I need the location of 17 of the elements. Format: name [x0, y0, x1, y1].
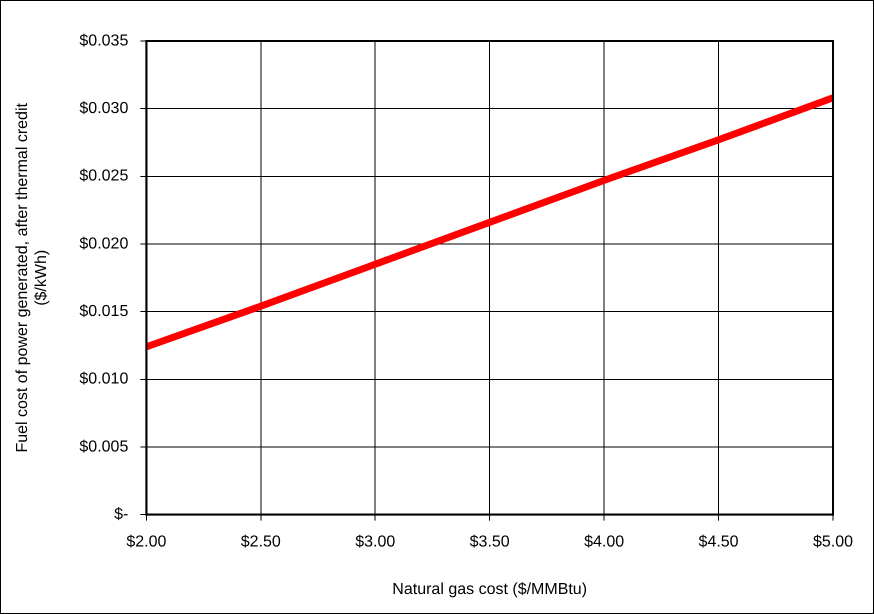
x-axis-title: Natural gas cost ($/MMBtu)	[392, 580, 588, 598]
x-tick-label: $4.50	[698, 534, 739, 551]
x-tick-label: $2.50	[240, 534, 281, 551]
y-tick-label: $0.020	[79, 235, 128, 252]
y-tick-label: $0.005	[79, 438, 128, 456]
y-tick-label: $0.015	[79, 303, 128, 320]
y-tick-label: $0.025	[79, 168, 128, 185]
y-tick-label: $0.035	[79, 32, 128, 50]
x-tick-label: $3.00	[355, 534, 396, 551]
y-tick-label: $0.030	[79, 100, 128, 118]
x-tick-label: $3.50	[470, 534, 510, 551]
x-tick-label: $2.00	[126, 534, 166, 551]
y-tick-label: $0.010	[79, 370, 128, 388]
x-tick-label: $5.00	[812, 534, 854, 551]
y-tick-label: $-	[114, 506, 128, 524]
y-axis-title: Fuel cost of power generated, after thermal credit ($/kWh)	[14, 102, 50, 453]
x-tick-label: $4.00	[584, 534, 624, 551]
